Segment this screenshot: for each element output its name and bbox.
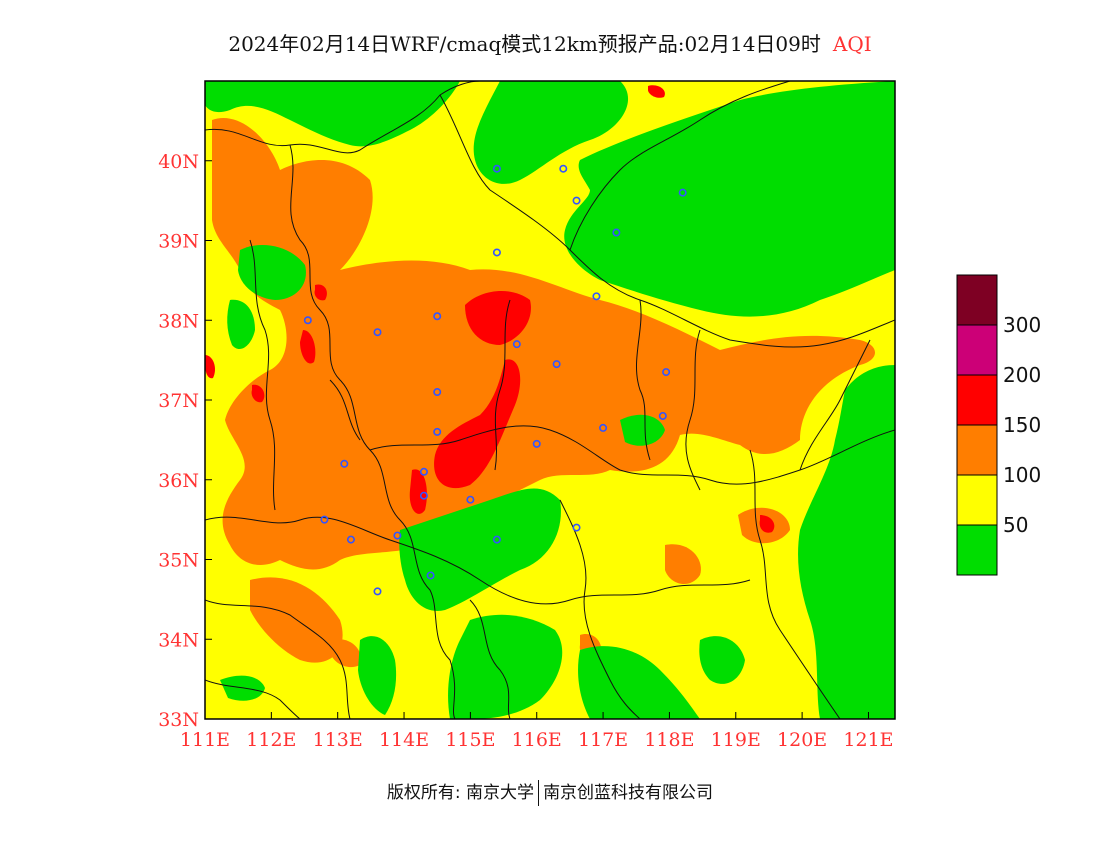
x-tick-label: 112E xyxy=(246,729,296,751)
legend-label: 100 xyxy=(1003,463,1041,487)
aqi-region-unhealthy xyxy=(465,290,531,345)
station-marker xyxy=(466,495,475,504)
station-marker xyxy=(433,388,442,397)
aqi-region-good xyxy=(578,646,700,719)
aqi-region-good xyxy=(871,218,895,256)
footer-separator xyxy=(538,780,540,806)
axis-ticks: 111E 112E 113E 114E 115E 116E 117E 118E 119E 120E… xyxy=(158,151,893,751)
y-tick-label: 39N xyxy=(158,231,199,253)
aqi-field xyxy=(205,81,895,719)
station-marker xyxy=(433,312,442,321)
station-marker xyxy=(552,360,561,369)
aqi-region-unhealthy xyxy=(759,515,775,533)
station-marker xyxy=(373,328,382,337)
y-tick-label: 34N xyxy=(158,629,199,651)
aqi-region-unhealthy-sensitive xyxy=(665,544,701,585)
aqi-region-unhealthy-sensitive xyxy=(330,639,361,668)
aqi-region-good xyxy=(473,81,629,184)
aqi-region-good xyxy=(798,365,895,719)
station-marker xyxy=(572,196,581,205)
aqi-region-unhealthy xyxy=(409,469,427,514)
x-tick-label: 114E xyxy=(379,729,429,751)
x-tick-label: 117E xyxy=(578,729,628,751)
x-tick-label: 115E xyxy=(445,729,495,751)
station-marker xyxy=(612,228,621,237)
legend-swatch xyxy=(956,524,998,576)
y-tick-label: 38N xyxy=(158,310,199,332)
x-tick-label: 116E xyxy=(512,729,562,751)
aqi-region-unhealthy-sensitive xyxy=(212,118,875,570)
station-marker xyxy=(303,316,312,325)
legend-swatch xyxy=(956,474,998,526)
y-tick-label: 33N xyxy=(158,709,199,731)
aqi-region-good xyxy=(227,299,255,350)
copyright-footer: 版权所有: 南京大学 南京创蓝科技有限公司 xyxy=(0,778,1100,806)
aqi-region-good xyxy=(564,81,895,317)
aqi-region-unhealthy xyxy=(251,384,265,403)
aqi-region-good xyxy=(358,636,397,715)
legend-label: 50 xyxy=(1003,513,1028,537)
station-marker xyxy=(532,439,541,448)
title-aqi-label: AQI xyxy=(832,32,872,56)
x-tick-label: 119E xyxy=(711,729,761,751)
aqi-region-good xyxy=(699,636,745,684)
station-marker xyxy=(492,535,501,544)
station-marker xyxy=(492,164,501,173)
aqi-region-unhealthy xyxy=(205,355,216,379)
station-marker xyxy=(599,423,608,432)
aqi-region-good xyxy=(238,245,306,300)
map-title: 2024年02月14日WRF/cmaq模式12km预报产品:02月14日09时 A… xyxy=(0,28,1100,57)
x-tick-label: 113E xyxy=(313,729,363,751)
title-main: 2024年02月14日WRF/cmaq模式12km预报产品:02月14日09时 xyxy=(228,32,821,56)
station-marker xyxy=(512,340,521,349)
station-marker xyxy=(419,491,428,500)
color-legend: 50 100 150 200 300 xyxy=(956,274,1041,576)
footer-right: 南京创蓝科技有限公司 xyxy=(543,783,714,803)
station-marker xyxy=(373,587,382,596)
aqi-region-unhealthy xyxy=(314,284,327,301)
legend-swatch xyxy=(956,324,998,376)
legend-label: 300 xyxy=(1003,313,1041,337)
station-marker xyxy=(426,571,435,580)
station-marker xyxy=(678,188,687,197)
station-marker xyxy=(346,535,355,544)
boundary-lines xyxy=(205,81,895,719)
y-tick-label: 37N xyxy=(158,390,199,412)
legend-label: 150 xyxy=(1003,413,1041,437)
aqi-region-good xyxy=(448,614,563,719)
aqi-region-good xyxy=(399,488,561,611)
x-tick-label: 118E xyxy=(644,729,694,751)
aqi-region-good xyxy=(620,414,665,446)
station-marker xyxy=(492,248,501,257)
aqi-region-unhealthy xyxy=(434,359,521,489)
station-marker xyxy=(572,523,581,532)
aqi-region-good xyxy=(205,81,460,147)
aqi-region-unhealthy xyxy=(648,85,665,98)
x-tick-label: 121E xyxy=(843,729,893,751)
legend-swatch xyxy=(956,274,998,326)
station-markers xyxy=(303,164,687,596)
legend-label: 200 xyxy=(1003,363,1041,387)
station-marker xyxy=(433,427,442,436)
station-marker xyxy=(419,467,428,476)
station-marker xyxy=(658,411,667,420)
footer-left: 版权所有: 南京大学 xyxy=(386,783,535,803)
legend-swatch xyxy=(956,424,998,476)
station-marker xyxy=(662,368,671,377)
station-marker xyxy=(393,531,402,540)
y-tick-label: 35N xyxy=(158,550,199,572)
x-tick-label: 111E xyxy=(180,729,230,751)
station-marker xyxy=(320,515,329,524)
y-tick-label: 40N xyxy=(158,151,199,173)
legend-swatch xyxy=(956,374,998,426)
station-marker xyxy=(559,164,568,173)
aqi-region-unhealthy xyxy=(300,330,316,364)
x-tick-label: 120E xyxy=(777,729,827,751)
station-marker xyxy=(592,292,601,301)
y-tick-label: 36N xyxy=(158,470,199,492)
station-marker xyxy=(340,459,349,468)
